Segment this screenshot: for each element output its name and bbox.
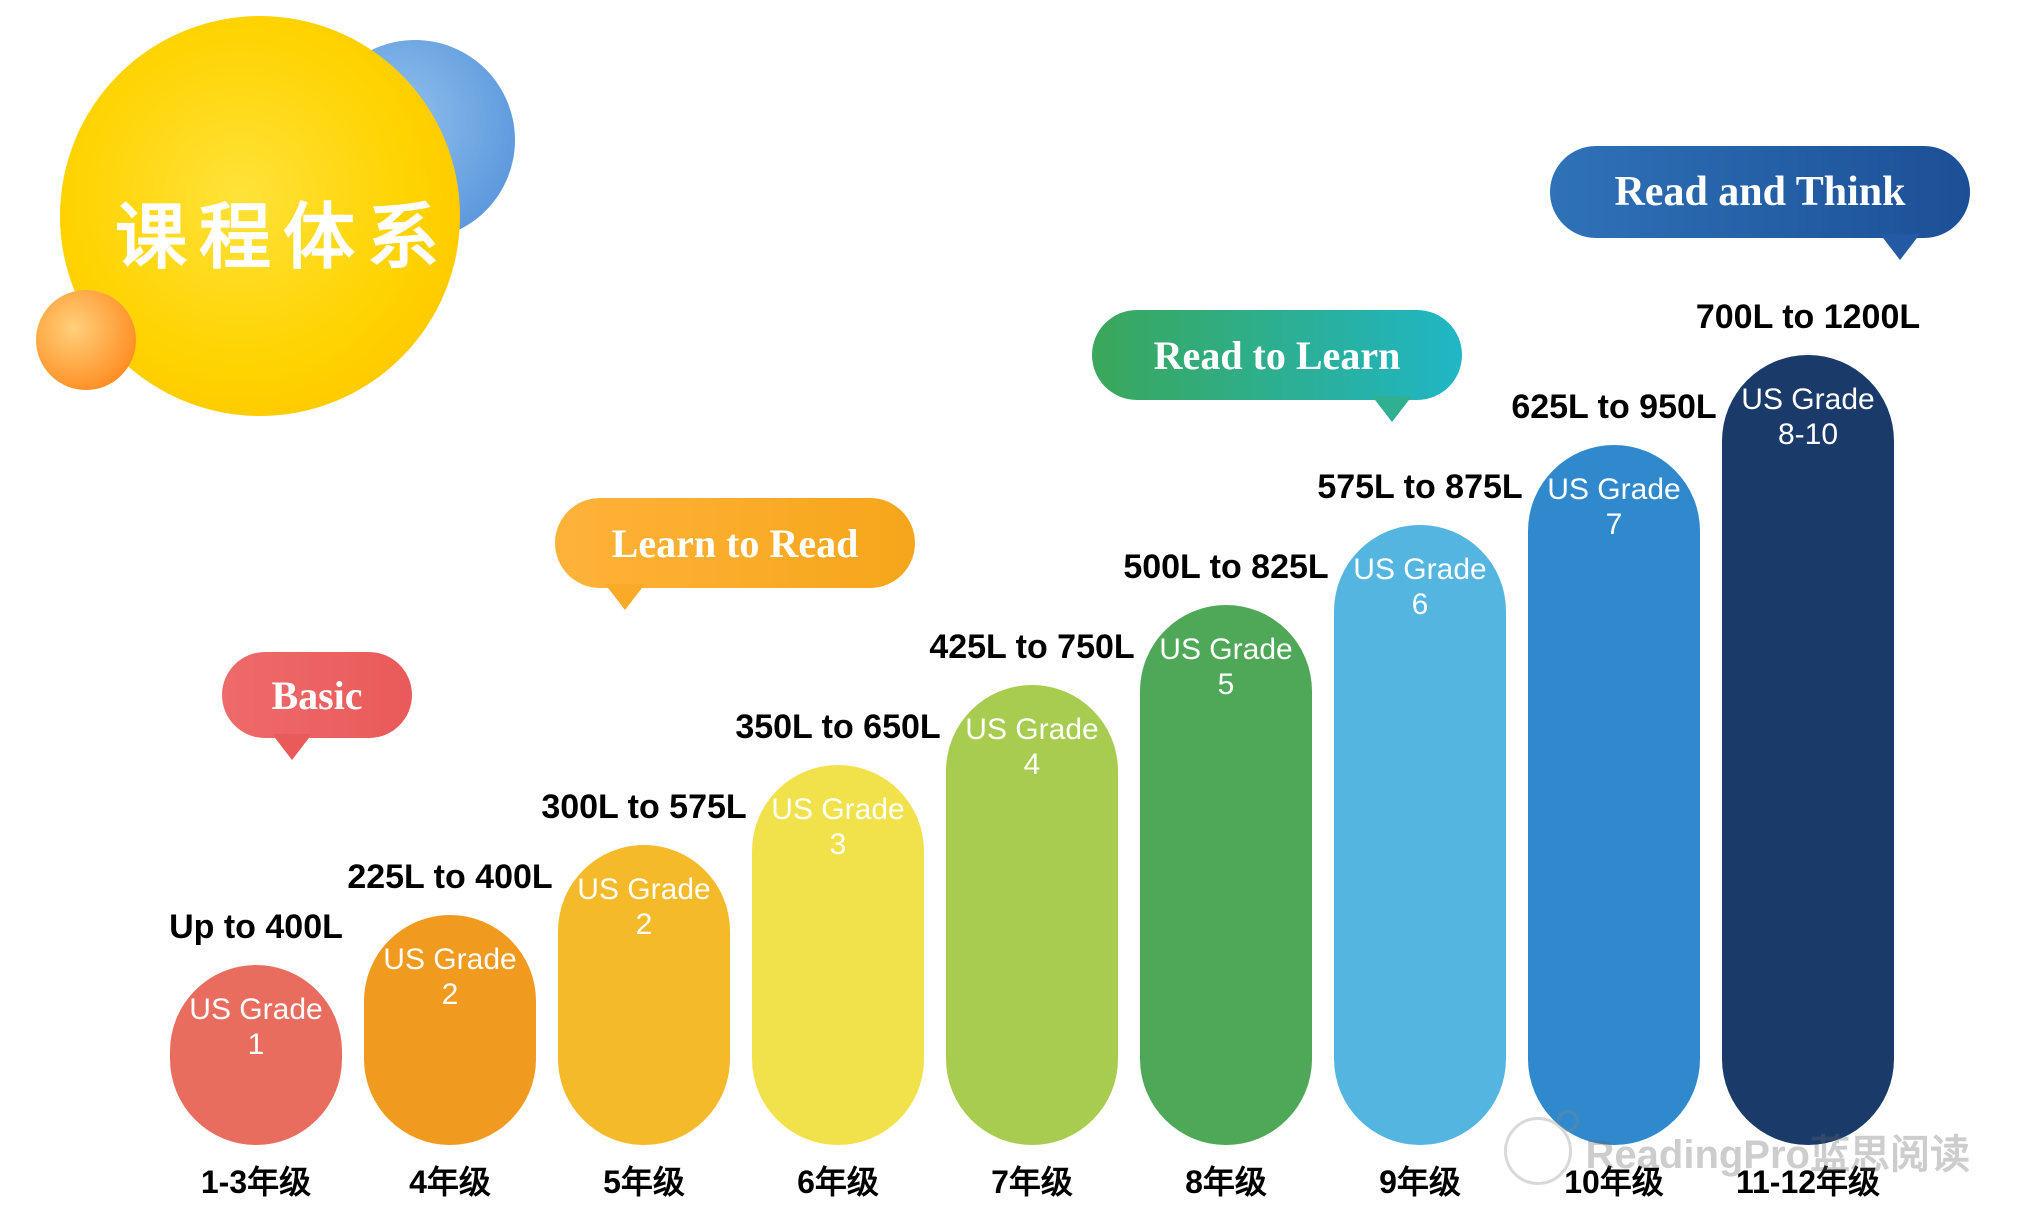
category-bubble-3: Read and Think — [1550, 146, 1970, 238]
watermark: ReadingPro蓝思阅读 — [1504, 1117, 1970, 1185]
watermark-text: ReadingPro蓝思阅读 — [1586, 1122, 1970, 1180]
us-grade-label: US Grade 8-10 — [1722, 383, 1894, 452]
level-bar: US Grade 7 — [1528, 445, 1700, 1145]
cn-grade-label: 7年级 — [932, 1157, 1132, 1203]
cn-grade-label: 1-3年级 — [156, 1157, 356, 1203]
us-grade-label: US Grade 3 — [752, 793, 924, 862]
bar-0: Up to 400LUS Grade 11-3年级 — [170, 965, 342, 1145]
level-bar: US Grade 2 — [364, 915, 536, 1145]
wechat-icon — [1504, 1117, 1572, 1185]
orange-circle — [36, 290, 136, 390]
level-bar: US Grade 1 — [170, 965, 342, 1145]
bar-4: 425L to 750LUS Grade 47年级 — [946, 685, 1118, 1145]
lexile-label: 575L to 875L — [1290, 468, 1550, 507]
level-bar: US Grade 8-10 — [1722, 355, 1894, 1145]
lexile-label: 300L to 575L — [514, 788, 774, 827]
category-label: Read and Think — [1614, 168, 1905, 216]
us-grade-label: US Grade 5 — [1140, 633, 1312, 702]
level-bar: US Grade 3 — [752, 765, 924, 1145]
lexile-label: Up to 400L — [126, 908, 386, 947]
bar-5: 500L to 825LUS Grade 58年级 — [1140, 605, 1312, 1145]
lexile-label: 425L to 750L — [902, 628, 1162, 667]
us-grade-label: US Grade 1 — [170, 993, 342, 1062]
level-bar: US Grade 4 — [946, 685, 1118, 1145]
lexile-label: 350L to 650L — [708, 708, 968, 747]
us-grade-label: US Grade 7 — [1528, 473, 1700, 542]
us-grade-label: US Grade 4 — [946, 713, 1118, 782]
bar-3: 350L to 650LUS Grade 36年级 — [752, 765, 924, 1145]
us-grade-label: US Grade 6 — [1334, 553, 1506, 622]
lexile-label: 625L to 950L — [1484, 388, 1744, 427]
lexile-label: 225L to 400L — [320, 858, 580, 897]
bar-8: 700L to 1200LUS Grade 8-1011-12年级 — [1722, 355, 1894, 1145]
bar-1: 225L to 400LUS Grade 24年级 — [364, 915, 536, 1145]
cn-grade-label: 6年级 — [738, 1157, 938, 1203]
bar-7: 625L to 950LUS Grade 710年级 — [1528, 445, 1700, 1145]
lexile-label: 500L to 825L — [1096, 548, 1356, 587]
us-grade-label: US Grade 2 — [558, 873, 730, 942]
cn-grade-label: 4年级 — [350, 1157, 550, 1203]
cn-grade-label: 5年级 — [544, 1157, 744, 1203]
level-bar: US Grade 6 — [1334, 525, 1506, 1145]
level-bar: US Grade 5 — [1140, 605, 1312, 1145]
level-chart: Up to 400LUS Grade 11-3年级225L to 400LUS … — [170, 355, 1950, 1145]
cn-grade-label: 9年级 — [1320, 1157, 1520, 1203]
level-bar: US Grade 2 — [558, 845, 730, 1145]
page-title: 课程体系 — [115, 178, 451, 283]
us-grade-label: US Grade 2 — [364, 943, 536, 1012]
lexile-label: 700L to 1200L — [1678, 298, 1938, 337]
bar-6: 575L to 875LUS Grade 69年级 — [1334, 525, 1506, 1145]
cn-grade-label: 8年级 — [1126, 1157, 1326, 1203]
bar-2: 300L to 575LUS Grade 25年级 — [558, 845, 730, 1145]
